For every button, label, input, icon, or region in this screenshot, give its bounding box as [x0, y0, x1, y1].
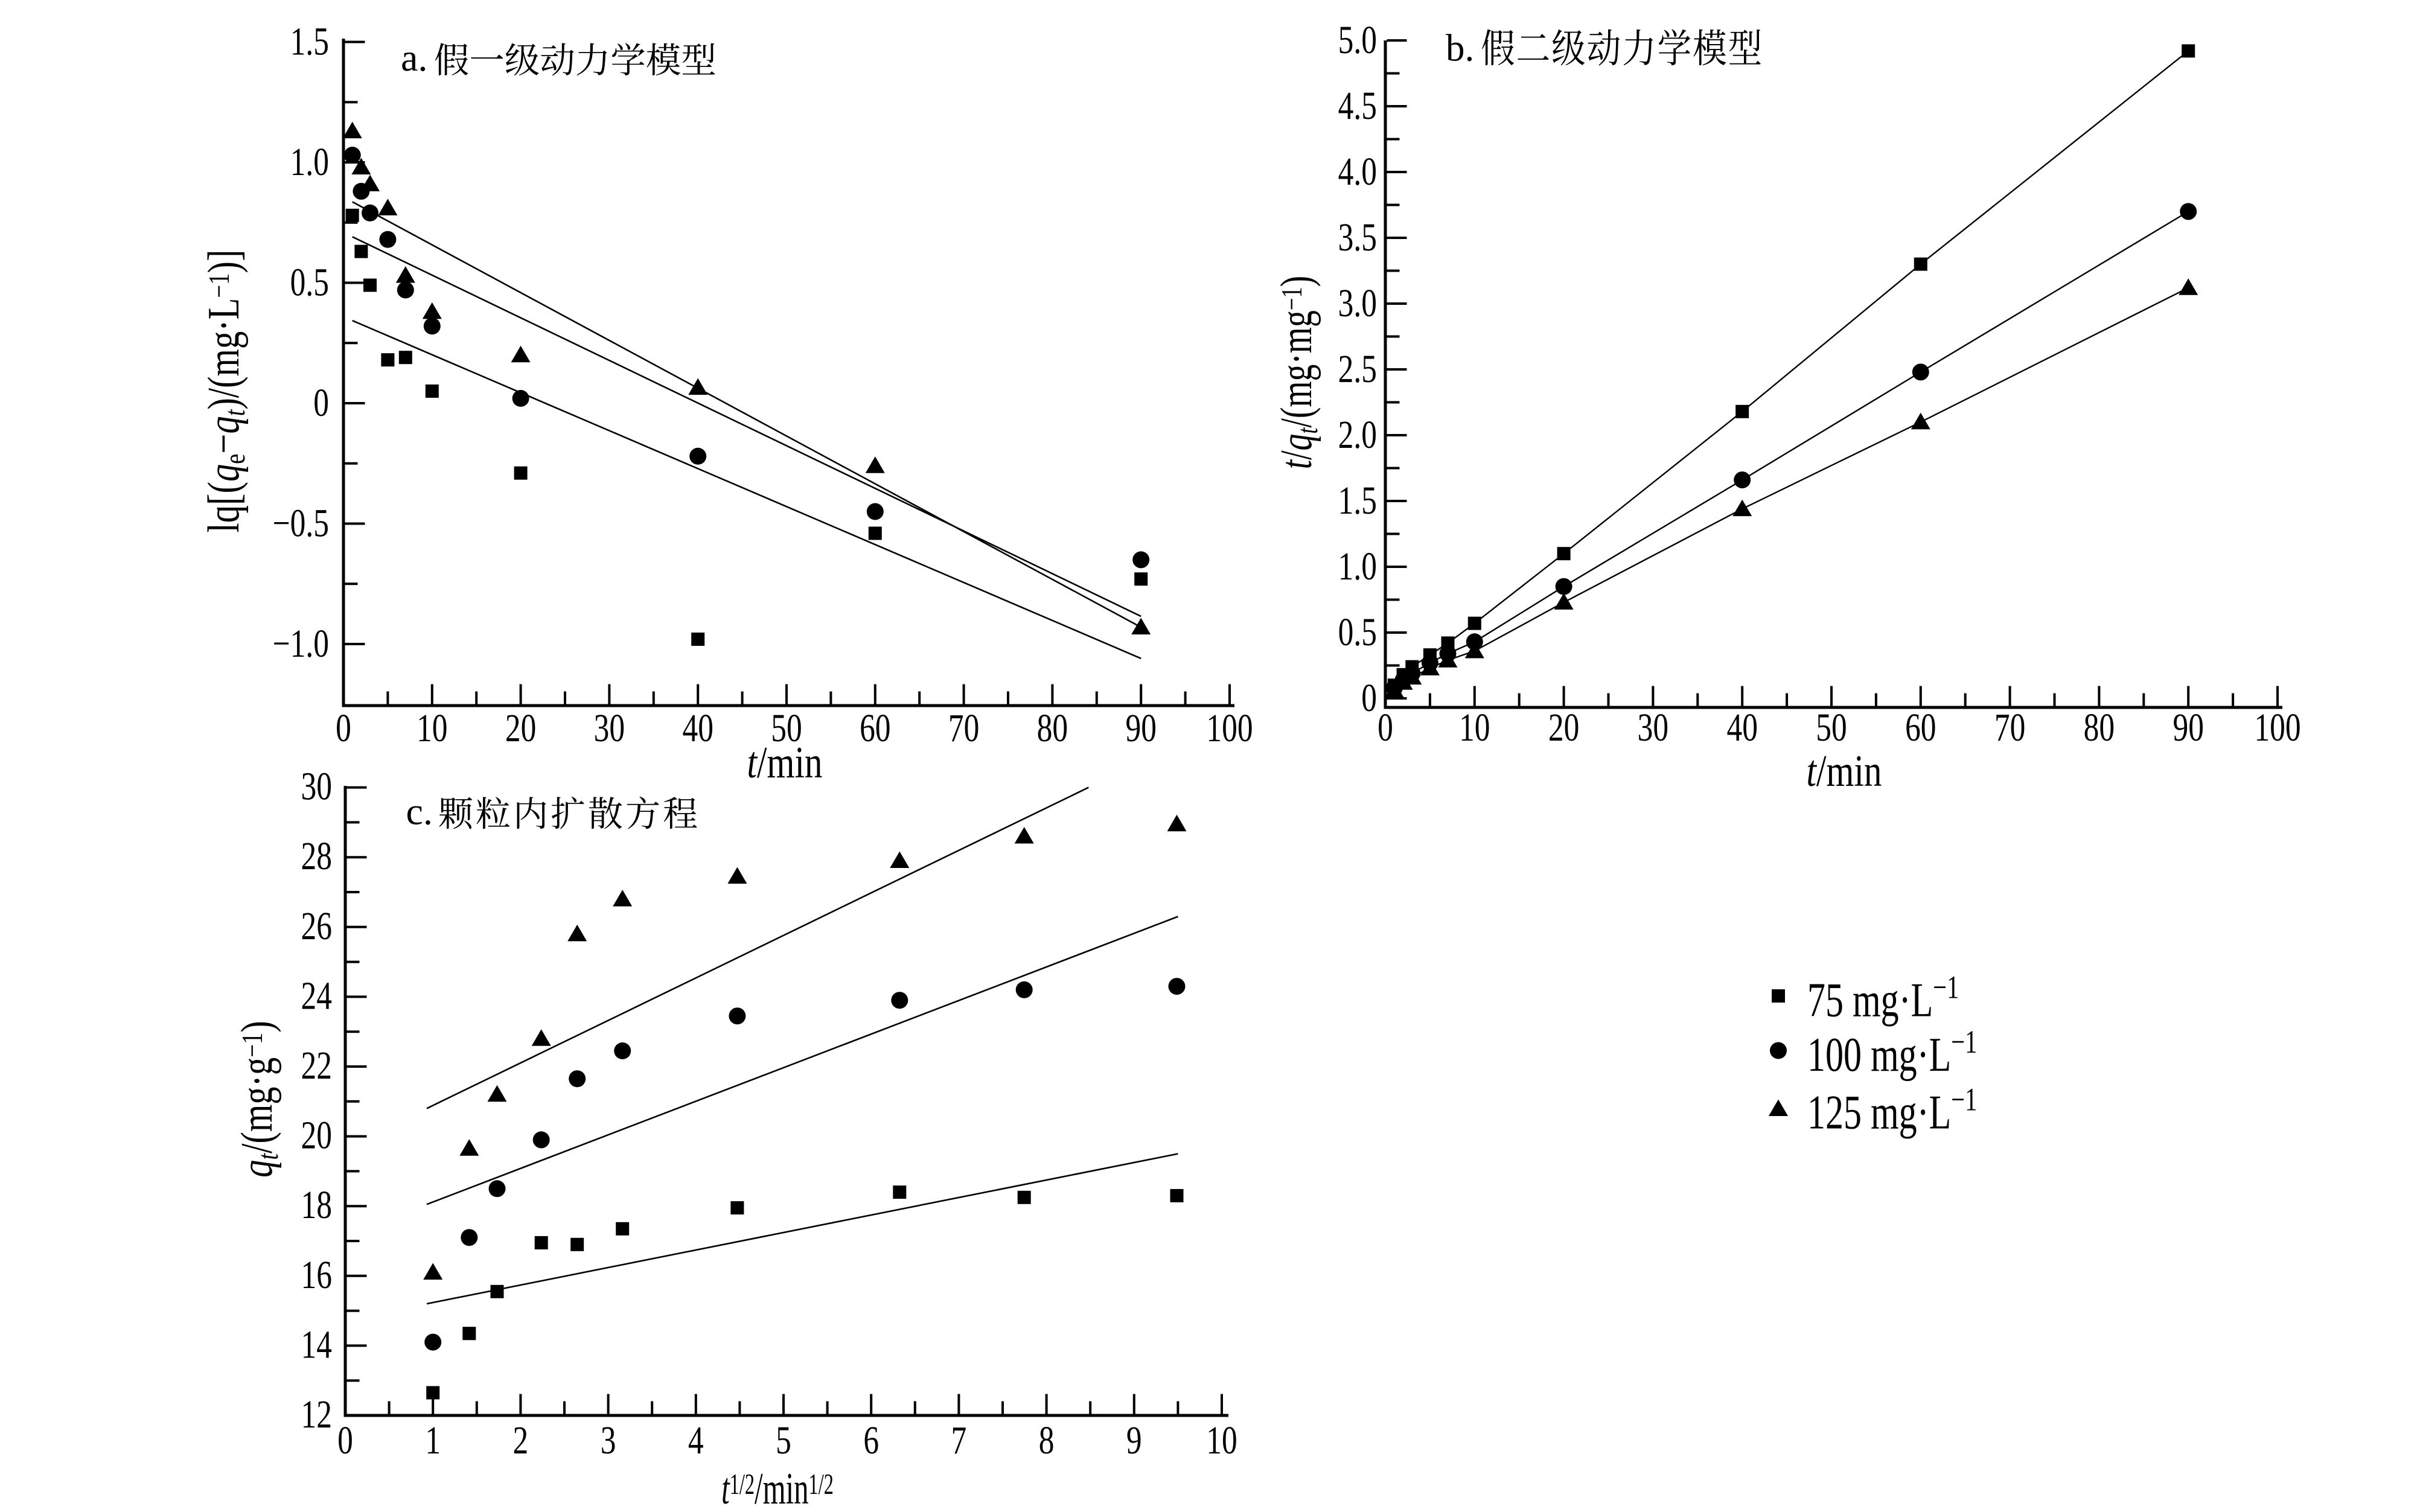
svg-text:2: 2	[513, 1418, 529, 1463]
svg-text:10: 10	[1459, 705, 1490, 750]
svg-text:18: 18	[301, 1182, 332, 1227]
svg-text:60: 60	[1905, 705, 1936, 750]
svg-text:4: 4	[688, 1418, 704, 1463]
svg-text:4.5: 4.5	[1338, 83, 1377, 128]
svg-text:2.5: 2.5	[1338, 346, 1377, 391]
svg-text:20: 20	[301, 1112, 332, 1157]
svg-text:16: 16	[301, 1252, 332, 1297]
svg-text:100: 100	[2254, 705, 2300, 750]
svg-text:lq[(qe−qt)/(mg·L−1)]: lq[(qe−qt)/(mg·L−1)]	[200, 250, 251, 533]
svg-text:1.0: 1.0	[290, 139, 329, 184]
svg-text:40: 40	[1726, 705, 1757, 750]
svg-text:8: 8	[1039, 1418, 1055, 1463]
svg-text:50: 50	[771, 706, 802, 750]
svg-text:5: 5	[776, 1418, 791, 1463]
svg-text:qt/(mg·g−1): qt/(mg·g−1)	[233, 1021, 284, 1178]
svg-text:26: 26	[301, 904, 332, 948]
svg-text:t1/2/min1/2: t1/2/min1/2	[721, 1464, 834, 1512]
svg-text:30: 30	[1638, 705, 1668, 750]
svg-text:3.0: 3.0	[1338, 281, 1377, 325]
svg-text:4.0: 4.0	[1338, 149, 1377, 194]
svg-text:1.0: 1.0	[1338, 544, 1377, 589]
svg-text:75 mg·L−1: 75 mg·L−1	[1807, 969, 1959, 1027]
svg-text:10: 10	[417, 706, 447, 750]
svg-text:1.5: 1.5	[1338, 478, 1377, 523]
svg-text:0.5: 0.5	[1338, 610, 1377, 654]
svg-text:0: 0	[1361, 675, 1377, 720]
svg-text:b.: b.	[1446, 27, 1474, 69]
svg-text:−0.5: −0.5	[273, 500, 329, 545]
svg-text:22: 22	[301, 1043, 332, 1088]
svg-text:a.: a.	[401, 36, 427, 79]
svg-text:−1.0: −1.0	[273, 621, 329, 666]
svg-text:1: 1	[425, 1418, 441, 1463]
svg-text:0: 0	[336, 706, 351, 750]
svg-text:24: 24	[301, 973, 332, 1018]
svg-text:28: 28	[301, 834, 332, 878]
svg-text:100: 100	[1206, 706, 1253, 750]
svg-text:30: 30	[301, 764, 332, 808]
svg-text:100 mg·L−1: 100 mg·L−1	[1807, 1024, 1977, 1082]
svg-text:3.5: 3.5	[1338, 215, 1377, 260]
svg-text:t/qt/(mg·mg−1): t/qt/(mg·mg−1)	[1272, 276, 1324, 470]
svg-text:90: 90	[1125, 706, 1156, 750]
svg-text:10: 10	[1206, 1418, 1237, 1463]
svg-text:t/min: t/min	[1807, 747, 1882, 796]
svg-text:0.5: 0.5	[290, 260, 329, 304]
svg-text:50: 50	[1816, 705, 1847, 750]
svg-text:90: 90	[2173, 705, 2203, 750]
svg-text:60: 60	[860, 706, 890, 750]
svg-text:14: 14	[301, 1322, 332, 1367]
svg-text:0: 0	[1378, 705, 1393, 750]
svg-text:6: 6	[863, 1418, 879, 1463]
svg-text:c.: c.	[406, 789, 433, 832]
svg-text:20: 20	[505, 706, 536, 750]
svg-text:30: 30	[594, 706, 625, 750]
svg-text:80: 80	[2084, 705, 2115, 750]
svg-text:70: 70	[948, 706, 979, 750]
svg-text:70: 70	[1994, 705, 2025, 750]
svg-text:80: 80	[1037, 706, 1068, 750]
svg-text:7: 7	[951, 1418, 967, 1463]
svg-text:3: 3	[601, 1418, 616, 1463]
svg-text:1.5: 1.5	[290, 19, 329, 63]
svg-text:125 mg·L−1: 125 mg·L−1	[1807, 1082, 1977, 1140]
svg-text:9: 9	[1126, 1418, 1142, 1463]
svg-text:12: 12	[301, 1392, 332, 1437]
svg-text:2.0: 2.0	[1338, 412, 1377, 457]
svg-text:20: 20	[1548, 705, 1579, 750]
svg-text:5.0: 5.0	[1338, 18, 1377, 62]
svg-text:0: 0	[313, 380, 329, 425]
svg-text:t/min: t/min	[747, 738, 823, 788]
svg-text:0: 0	[337, 1418, 353, 1463]
svg-text:40: 40	[682, 706, 713, 750]
